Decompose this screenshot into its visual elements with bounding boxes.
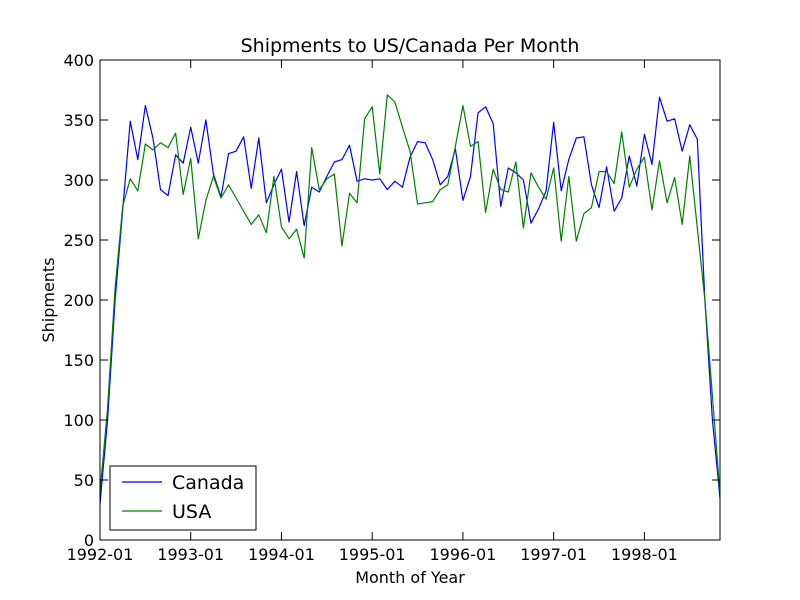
x-tick-label: 1995-01	[339, 545, 406, 564]
series-line-canada	[99, 96, 721, 505]
legend-box	[109, 465, 257, 531]
y-tick-label: 200	[63, 291, 94, 310]
x-tick-label: 1998-01	[611, 545, 678, 564]
y-tick-label: 50	[74, 471, 94, 490]
x-tick-label: 1992-01	[67, 545, 134, 564]
legend-label: USA	[172, 501, 211, 523]
chart-title: Shipments to US/Canada Per Month	[241, 35, 580, 57]
y-tick-label: 300	[63, 171, 94, 190]
y-tick-label: 150	[63, 351, 94, 370]
plot-area	[99, 94, 721, 505]
y-axis-label: Shipments	[39, 257, 58, 342]
x-tick-label: 1994-01	[248, 545, 315, 564]
series-line-usa	[99, 94, 721, 495]
y-tick-label: 0	[84, 531, 94, 550]
x-tick-label: 1993-01	[157, 545, 224, 564]
x-tick-label: 1997-01	[520, 545, 587, 564]
y-tick-label: 250	[63, 231, 94, 250]
y-tick-label: 400	[63, 51, 94, 70]
x-axis-label: Month of Year	[355, 568, 465, 587]
y-tick-label: 350	[63, 111, 94, 130]
x-tick-label: 1996-01	[429, 545, 496, 564]
y-tick-label: 100	[63, 411, 94, 430]
legend: Canada USA	[109, 465, 257, 531]
legend-label: Canada	[172, 472, 244, 494]
axes: 0 50 100 150 200 250 300 350 400 1992-01 1993-01 19…	[63, 51, 721, 564]
